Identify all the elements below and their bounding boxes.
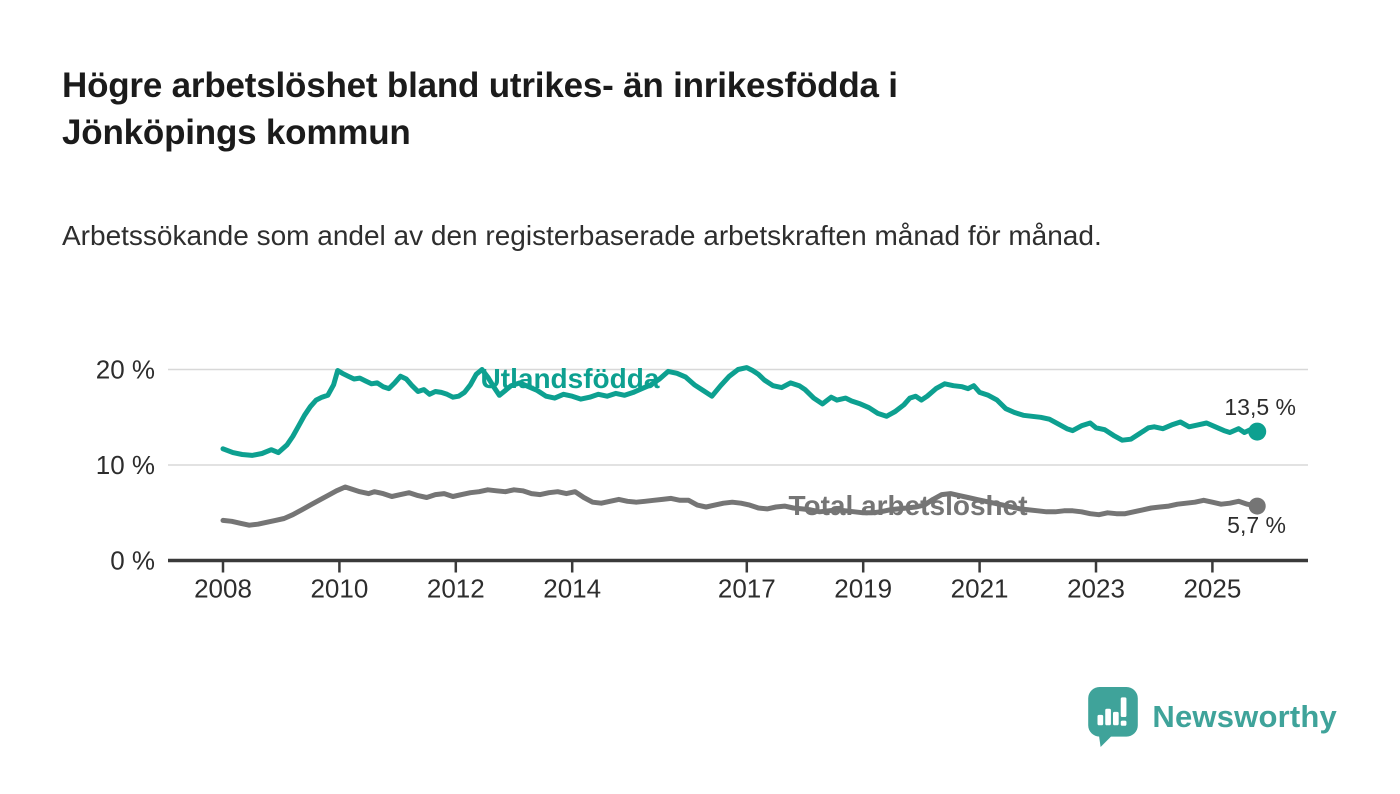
logo-exclamation-dot — [1121, 720, 1127, 726]
brand-footer: Newsworthy — [1087, 686, 1337, 748]
x-axis-label-2019: 2019 — [834, 574, 892, 604]
series-end-value-total: 5,7 % — [1227, 512, 1286, 538]
x-axis-label-2023: 2023 — [1067, 574, 1125, 604]
series-line-total — [220, 484, 1260, 528]
logo-exclamation-bar — [1121, 697, 1127, 717]
series-label-utlandsfodda: Utlandsfödda — [481, 363, 660, 394]
series-end-value-utlandsfodda: 13,5 % — [1224, 394, 1296, 420]
logo-bar-1 — [1097, 714, 1104, 726]
series-end-dot-utlandsfodda — [1248, 422, 1267, 441]
x-axis-label-2021: 2021 — [951, 574, 1009, 604]
x-axis-label-2025: 2025 — [1183, 574, 1241, 604]
series-end-dot-total — [1248, 497, 1266, 515]
page-title-line-1: Högre arbetslöshet bland utrikes- än inr… — [62, 66, 898, 105]
logo-bar-2 — [1105, 708, 1112, 726]
series-label-total: Total arbetslöshet — [788, 490, 1027, 521]
y-axis-label-10: 10 % — [96, 450, 155, 480]
logo-bar-3 — [1113, 711, 1120, 726]
chart-subtitle: Arbetssökande som andel av den registerb… — [62, 220, 1102, 251]
x-axis-label-2012: 2012 — [427, 574, 485, 604]
y-axis-label-20: 20 % — [96, 355, 155, 385]
x-axis-label-2017: 2017 — [718, 574, 776, 604]
page-title: Högre arbetslöshet bland utrikes- än inr… — [62, 62, 898, 156]
brand-name: Newsworthy — [1152, 699, 1337, 734]
series-line-utlandsfodda — [220, 365, 1260, 458]
logo-bubble-tail — [1098, 732, 1116, 747]
y-axis-label-0: 0 % — [110, 546, 155, 576]
logo-bubble — [1088, 687, 1139, 737]
newsworthy-logo-icon — [1088, 687, 1139, 747]
page-title-line-2: Jönköpings kommun — [62, 113, 411, 152]
x-axis-label-2014: 2014 — [543, 574, 601, 604]
x-axis-label-2010: 2010 — [310, 574, 368, 604]
x-axis-label-2008: 2008 — [194, 574, 252, 604]
